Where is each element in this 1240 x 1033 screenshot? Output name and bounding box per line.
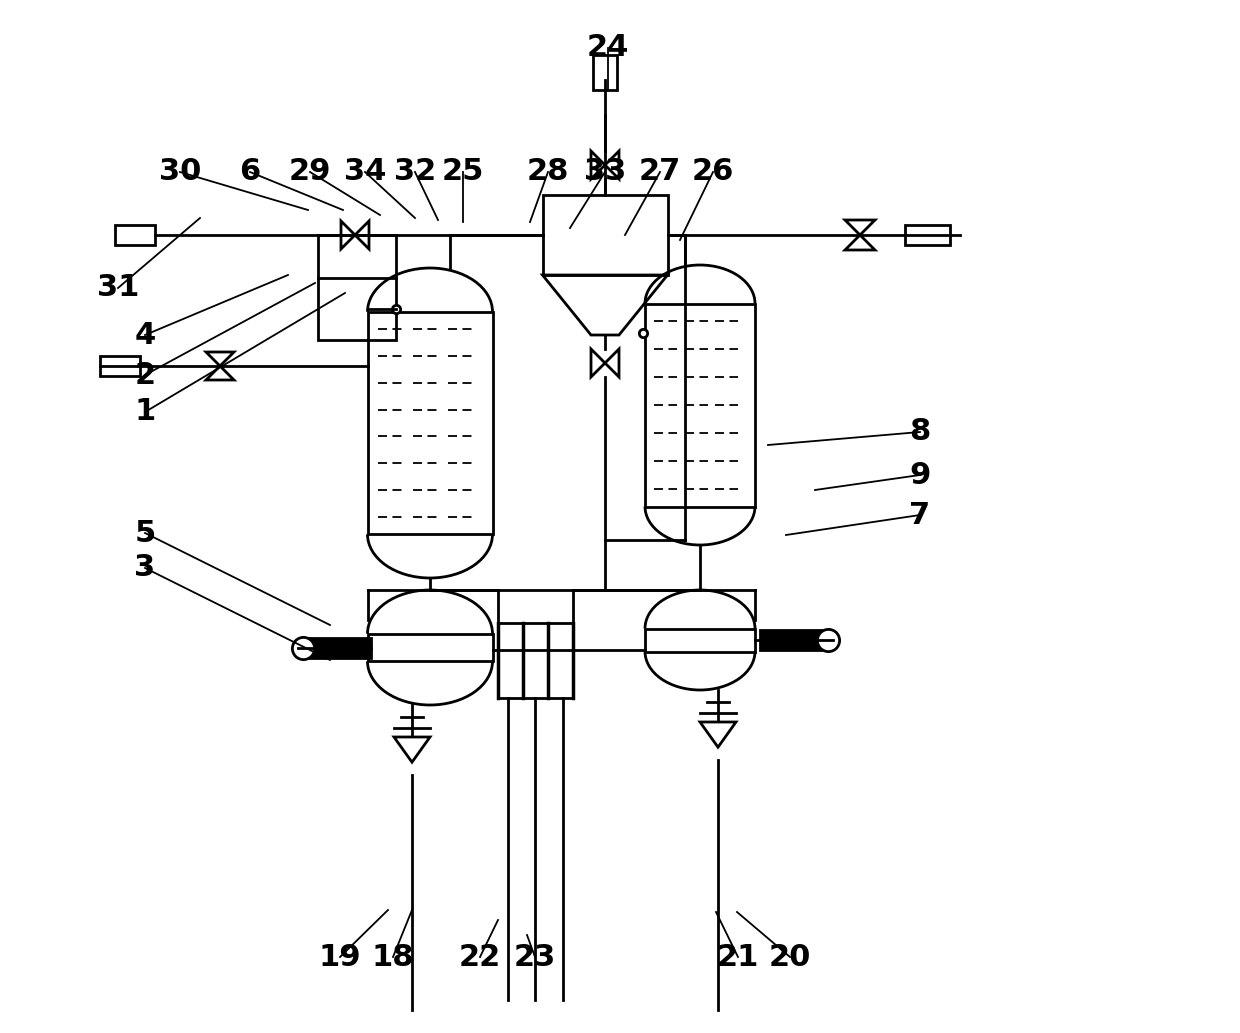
Text: 8: 8 <box>909 417 931 446</box>
Text: 27: 27 <box>639 157 681 187</box>
Text: 2: 2 <box>134 361 155 389</box>
Text: 20: 20 <box>769 942 811 971</box>
Polygon shape <box>605 151 619 179</box>
Text: 30: 30 <box>159 157 201 187</box>
Bar <box>645 628 755 652</box>
Text: 22: 22 <box>459 942 501 971</box>
Text: 23: 23 <box>513 942 556 971</box>
Text: 32: 32 <box>394 157 436 187</box>
Bar <box>593 55 618 90</box>
Text: 29: 29 <box>289 157 331 187</box>
Text: 5: 5 <box>134 519 156 547</box>
Text: 7: 7 <box>909 501 930 530</box>
Text: 9: 9 <box>909 461 931 490</box>
Polygon shape <box>844 234 875 250</box>
Text: 34: 34 <box>343 157 386 187</box>
Text: 4: 4 <box>134 320 156 349</box>
Text: 24: 24 <box>587 33 629 63</box>
Polygon shape <box>206 352 234 366</box>
Polygon shape <box>591 349 605 377</box>
Bar <box>303 637 371 657</box>
Text: 33: 33 <box>584 157 626 187</box>
Text: 25: 25 <box>441 157 484 187</box>
Bar <box>543 195 667 275</box>
Text: 26: 26 <box>692 157 734 187</box>
Bar <box>367 312 492 534</box>
Text: 31: 31 <box>97 274 139 303</box>
Polygon shape <box>206 366 234 380</box>
Bar <box>905 225 950 245</box>
Polygon shape <box>355 221 370 249</box>
Text: 3: 3 <box>134 554 155 583</box>
Text: 19: 19 <box>319 942 361 971</box>
Bar <box>317 278 396 340</box>
Text: 1: 1 <box>134 398 156 427</box>
Bar <box>367 634 492 661</box>
Text: 18: 18 <box>372 942 414 971</box>
Bar <box>760 630 828 650</box>
Polygon shape <box>844 220 875 234</box>
Polygon shape <box>341 221 355 249</box>
Text: 21: 21 <box>717 942 759 971</box>
Bar <box>115 225 155 245</box>
Bar <box>100 356 140 376</box>
Bar <box>645 304 755 506</box>
Polygon shape <box>591 151 605 179</box>
Polygon shape <box>605 349 619 377</box>
Text: 28: 28 <box>527 157 569 187</box>
Text: 6: 6 <box>239 157 260 187</box>
